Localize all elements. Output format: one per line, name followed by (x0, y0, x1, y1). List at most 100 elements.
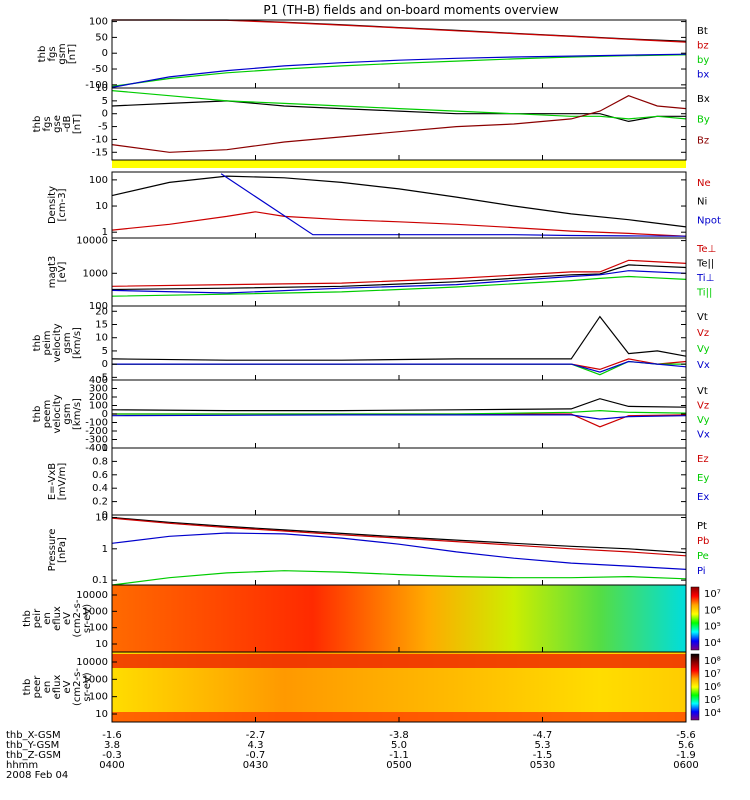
y-tick-label: 1000 (83, 268, 108, 279)
y-tick-label: 10000 (76, 657, 108, 668)
y-axis-label-line: [km/s] (72, 327, 83, 359)
legend-entry: Ne (697, 178, 711, 189)
footer-value: -1.6 (102, 730, 122, 741)
series-line-npot (220, 173, 687, 237)
legend-entry: Npot (697, 215, 721, 226)
y-axis-label-line: gsm (62, 403, 73, 424)
y-tick-label: 100 (89, 623, 108, 634)
footer-value: 0530 (530, 760, 555, 771)
y-axis-label-line: thb (32, 116, 43, 133)
legend-entry: Vx (697, 430, 710, 441)
y-tick-label: -15 (92, 147, 108, 158)
series-line-by (111, 90, 687, 120)
footer-value: -3.8 (389, 730, 409, 741)
y-tick-label: -300 (85, 435, 108, 446)
footer-value: 0430 (243, 760, 268, 771)
legend-entry: Ni (697, 197, 707, 208)
y-tick-label: 50 (95, 32, 108, 43)
y-tick-label: 0 (102, 109, 108, 120)
panel-8: 10 1 0.1 Pt Pb Pe Pi Pressure [nPa] (47, 512, 709, 586)
series-line-pi (111, 532, 687, 570)
legend-entry: Pb (697, 536, 709, 547)
y-tick-label: 400 (89, 375, 108, 386)
series-line-ti (111, 270, 687, 294)
y-tick-label: -10 (92, 134, 108, 145)
y-tick-label: 0.8 (92, 456, 108, 467)
colorbar: 10⁸ 10⁷ 10⁶ 10⁵ 10⁴ (690, 653, 721, 721)
y-tick-label: 1000 (83, 606, 108, 617)
footer-row-label: thb_Z-GSM (6, 750, 61, 761)
footer-value: 3.8 (104, 740, 120, 751)
legend-entry: Te|| (696, 259, 714, 270)
y-axis-label-line: Density (47, 186, 58, 224)
y-axis-label-line: magt3 (47, 256, 58, 289)
footer-value: 0600 (673, 760, 698, 771)
y-tick-label: 1 (102, 544, 108, 555)
y-axis-label-line: [nT] (67, 44, 78, 64)
footer-value: -1.9 (676, 750, 696, 761)
y-tick-label: 0.4 (92, 483, 108, 494)
series-line-pe (111, 570, 687, 586)
legend-entry: Vz (697, 328, 709, 339)
y-tick-label: 1000 (83, 674, 108, 685)
y-axis-label-line: eflux (52, 675, 63, 700)
y-tick-label: 0.1 (92, 575, 108, 586)
figure-title: P1 (TH-B) fields and on-board moments ov… (263, 3, 559, 17)
y-axis-label-line: peir (32, 608, 43, 628)
y-tick-label: 10 (95, 333, 108, 344)
legend-entry: Vy (697, 415, 710, 426)
y-axis-label-line: fgs (47, 46, 58, 61)
y-tick-label: -5 (98, 122, 108, 133)
series-line-vy (112, 409, 687, 415)
y-axis-label-line: Pressure (47, 529, 58, 572)
y-axis-label-line: peem (42, 400, 53, 428)
series-line-by (111, 54, 687, 87)
colorbar: 10⁷ 10⁶ 10⁵ 10⁴ (690, 586, 721, 651)
colorbar-scale (690, 653, 700, 721)
y-axis-label-line: -dB (62, 115, 73, 132)
series-line-bx (111, 53, 687, 88)
legend-entry: Pt (697, 521, 707, 532)
legend-entry: bz (697, 41, 709, 52)
footer-value: 0500 (386, 760, 411, 771)
legend-entry: bx (697, 70, 709, 81)
legend-entry: Vx (697, 360, 710, 371)
footer-value: -0.7 (246, 750, 266, 761)
panel-10: 10⁸ 10⁷ 10⁶ 10⁵ 10⁴ 10000 1000 100 10 thb peer en ef… (22, 651, 721, 723)
y-tick-label: 300 (89, 384, 108, 395)
y-tick-label: 100 (89, 692, 108, 703)
y-tick-label: -100 (85, 80, 108, 91)
legend-entry: Ez (697, 454, 709, 465)
series-line-te (111, 264, 687, 291)
legend-entry: by (697, 55, 709, 66)
y-axis-label-line: eV (62, 680, 73, 693)
panel-4: 10000 1000 100 Te⊥ Te|| Ti⊥ Ti|| magt3 [eV] (47, 236, 716, 312)
y-axis-label-line: [km/s] (72, 398, 83, 430)
colorbar-tick-label: 10⁵ (704, 622, 721, 633)
y-axis-label-line: gsm (57, 43, 68, 64)
footer-value: 5.0 (391, 740, 407, 751)
y-axis-label-line: velocity (52, 394, 63, 433)
y-axis-label-line: en (42, 681, 53, 694)
colorbar-tick-label: 10⁵ (704, 695, 721, 706)
y-axis-label-line: velocity (52, 323, 63, 362)
y-tick-label: 100 (89, 401, 108, 412)
y-tick-label: 1 (102, 227, 108, 238)
footer-value: 5.6 (678, 740, 694, 751)
y-tick-label: 10 (95, 83, 108, 94)
y-axis-label-line: peer (32, 675, 43, 699)
y-axis-label-line: (cm2-s- (72, 668, 83, 706)
y-tick-label: 100 (89, 17, 108, 28)
y-tick-label: 10000 (76, 236, 108, 247)
y-axis-label-line: gse (52, 115, 63, 133)
footer-row-label: thb_X-GSM (6, 730, 61, 741)
series-line-ni (111, 175, 687, 228)
legend-entry: Pi (697, 566, 706, 577)
y-tick-label: 20 (95, 306, 108, 317)
footer-value: 5.3 (535, 740, 551, 751)
y-tick-label: 100 (89, 175, 108, 186)
y-axis-label-line: [mV/m] (57, 463, 68, 501)
